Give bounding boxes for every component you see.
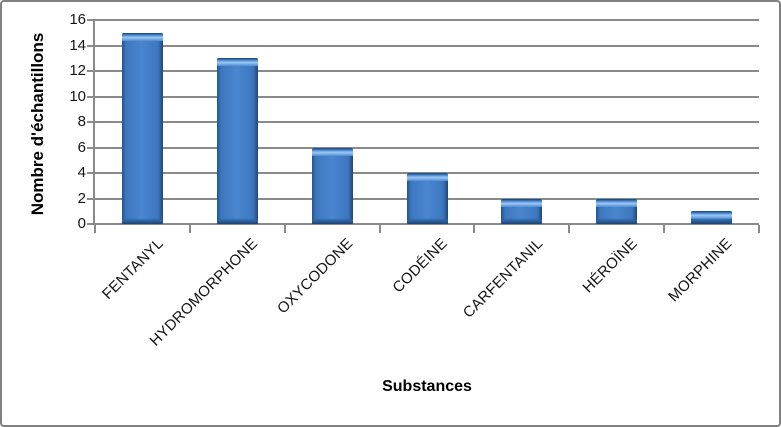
y-tick-mark — [87, 197, 94, 200]
x-tick-mark — [94, 225, 96, 233]
x-tick-mark — [473, 225, 476, 233]
bar — [406, 173, 448, 224]
x-category-label: CODÉINE — [389, 235, 452, 297]
y-tick-label: 16 — [69, 11, 86, 28]
x-axis-title: Substances — [382, 378, 472, 395]
x-tick-mark — [758, 225, 760, 233]
gridline — [95, 70, 759, 72]
bar — [121, 32, 163, 225]
y-tick-label: 14 — [69, 36, 86, 54]
gridline — [95, 95, 759, 98]
y-tick-mark — [87, 121, 94, 123]
bar — [691, 211, 733, 224]
gridline — [95, 19, 759, 21]
y-tick-label: 12 — [69, 62, 86, 79]
plot-area — [95, 19, 759, 225]
x-category-label: FENTANYL — [98, 235, 167, 303]
x-category-label: OXYCODONE — [273, 235, 357, 318]
y-tick-label: 2 — [77, 189, 86, 207]
x-tick-mark — [568, 225, 571, 233]
x-category-label: CARFENTANIL — [459, 235, 546, 322]
y-tick-label: 0 — [77, 215, 86, 232]
y-tick-mark — [87, 223, 94, 225]
x-tick-mark — [663, 225, 666, 233]
bar — [501, 198, 543, 224]
gridline — [95, 44, 759, 47]
x-tick-mark — [283, 225, 286, 233]
bar — [216, 58, 258, 224]
y-tick-label: 4 — [77, 164, 86, 181]
x-tick-mark — [378, 225, 381, 233]
x-category-label: HYDROMORPHONE — [146, 235, 262, 350]
y-tick-label: 10 — [69, 87, 86, 105]
x-category-label: HÉROÏNE — [579, 235, 641, 297]
bar — [596, 198, 638, 224]
y-tick-mark — [87, 70, 94, 72]
gridline — [95, 146, 759, 149]
y-tick-label: 8 — [77, 113, 86, 130]
y-tick-mark — [87, 172, 94, 174]
y-tick-mark — [87, 95, 94, 98]
x-category-label: MORPHINE — [665, 235, 736, 306]
y-axis-line — [93, 19, 95, 225]
bar — [311, 147, 353, 224]
y-tick-mark — [87, 44, 94, 47]
gridline — [95, 121, 759, 123]
y-tick-label: 6 — [77, 138, 86, 156]
y-tick-mark — [87, 146, 94, 149]
y-tick-mark — [87, 19, 94, 21]
x-axis-line — [93, 223, 759, 225]
x-tick-mark — [188, 225, 191, 233]
